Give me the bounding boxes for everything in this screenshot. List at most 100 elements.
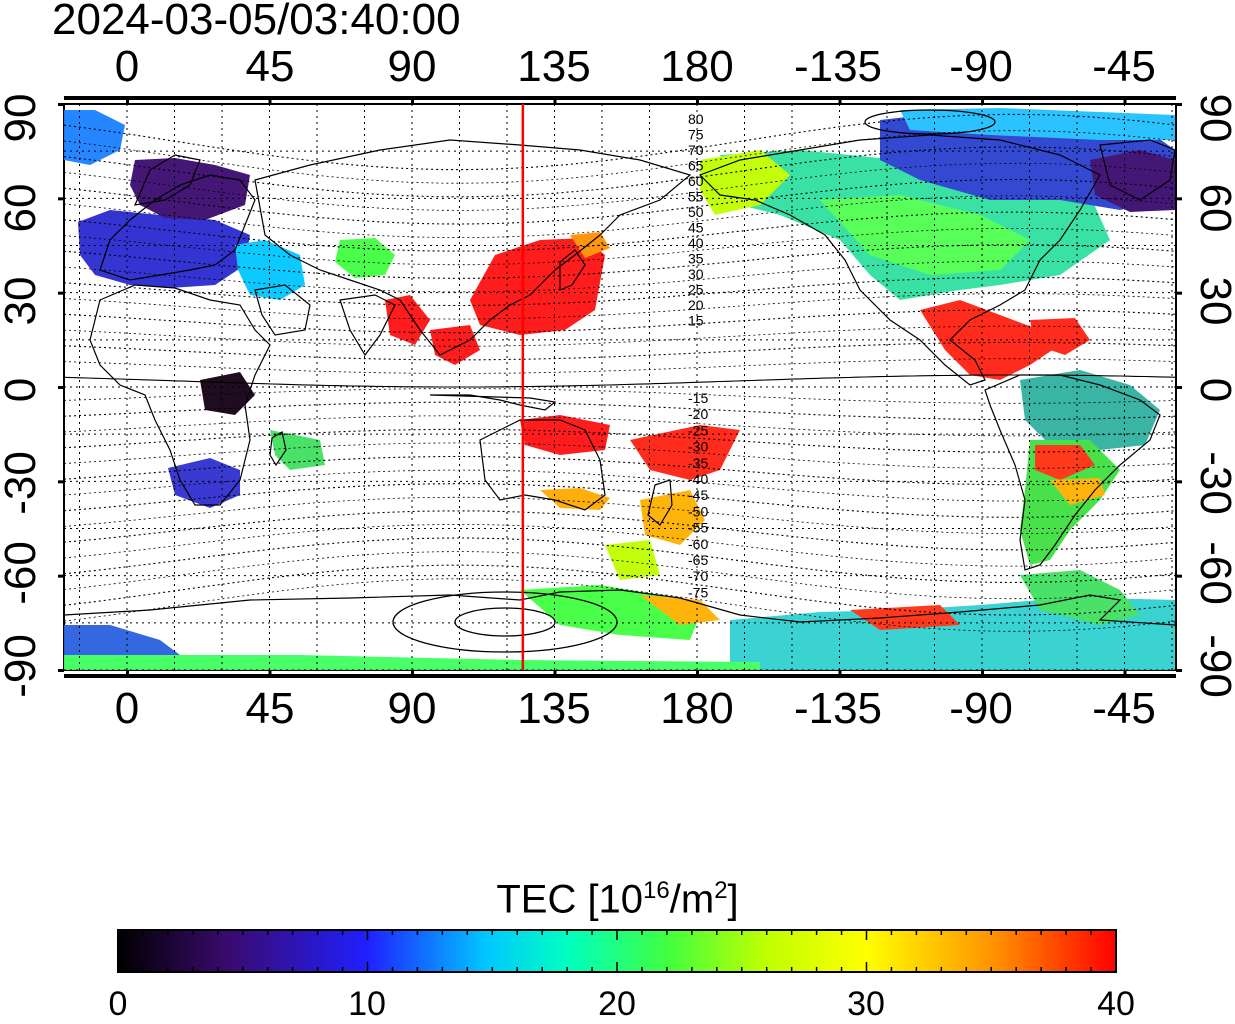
tec-patch-antarctica-ross-hot xyxy=(640,595,720,625)
coastline-australia xyxy=(479,419,606,511)
frame-tick-mark xyxy=(58,197,64,201)
magnetic-latitude-line xyxy=(64,358,1176,374)
frame-tick-mark xyxy=(1176,291,1182,295)
x-tick-top-45: 45 xyxy=(245,42,295,91)
magnetic-latitude-line xyxy=(64,551,1176,600)
magnetic-latitude-line xyxy=(64,415,1176,437)
contour-label-north: 70 xyxy=(688,142,704,158)
tec-patch-japan-ne xyxy=(570,232,610,258)
coastline-asia xyxy=(254,139,692,356)
colorbar-title: TEC [1016/m2] xyxy=(0,866,1235,924)
y-tick-left-0: 0 xyxy=(0,377,45,403)
colorbar-tick-20: 20 xyxy=(598,985,636,1023)
frame-border-bar xyxy=(64,674,1176,678)
y-tick-right-60: 60 xyxy=(1191,183,1235,233)
contour-label-north: 55 xyxy=(688,189,704,205)
magnetic-latitude-line xyxy=(64,260,1176,293)
y-tick-left-90: 90 xyxy=(0,93,45,143)
colorbar-tick-40: 40 xyxy=(1097,985,1135,1023)
tec-patch-sea xyxy=(430,325,480,365)
contour-label-south: -60 xyxy=(688,536,708,552)
frame-border-ticks xyxy=(58,96,1182,678)
frame-tick-mark xyxy=(58,103,64,106)
colorbar-tick-0: 0 xyxy=(108,985,128,1023)
frame-tick-mark xyxy=(553,98,557,104)
magnetic-latitude-line xyxy=(64,428,1176,453)
y-tick-right-m60: -60 xyxy=(1191,541,1235,605)
coastline-madagascar xyxy=(269,431,287,467)
contour-label-south: -65 xyxy=(688,552,708,568)
magnetic-latitude-line xyxy=(64,162,1176,211)
magnetic-latitude-line xyxy=(64,496,1176,534)
contour-label-south: -25 xyxy=(688,422,708,438)
y-tick-left-m30: -30 xyxy=(0,451,45,515)
frame-tick-mark xyxy=(696,98,699,104)
magnetic-latitude-line xyxy=(64,523,1176,567)
contour-label-north: 35 xyxy=(688,251,704,267)
x-tick-top-135: 135 xyxy=(517,42,591,91)
x-tick-top-m45: -45 xyxy=(1092,42,1156,91)
magnetic-latitude-line xyxy=(64,388,1176,404)
south-pole-contours xyxy=(392,109,996,653)
frame-tick-mark xyxy=(58,386,64,389)
contour-label-north: 15 xyxy=(688,313,704,329)
tec-patch-australia-n xyxy=(520,415,610,455)
magnetic-latitude-line xyxy=(64,244,1176,279)
frame-tick-mark xyxy=(1176,669,1182,672)
frame-tick-mark xyxy=(58,574,64,578)
tec-patch-scandinavia xyxy=(130,158,250,220)
frame-tick-mark xyxy=(58,669,64,672)
x-tick-bottom-0: 0 xyxy=(114,684,140,733)
colorbar-tick-30: 30 xyxy=(847,985,885,1023)
y-tick-left-30: 30 xyxy=(0,276,45,326)
frame-tick-mark xyxy=(1123,98,1127,104)
magnetic-latitude-line xyxy=(64,325,1176,347)
x-tick-bottom-90: 90 xyxy=(387,684,437,733)
magnetic-latitude-line xyxy=(64,469,1176,502)
tec-patch-caribbean xyxy=(1030,318,1090,355)
coastline-india xyxy=(339,294,396,357)
contour-label-north: 60 xyxy=(688,173,704,189)
frame-tick-mark xyxy=(1176,574,1182,578)
x-tick-bottom-45: 45 xyxy=(245,684,295,733)
colorbar-tick-10: 10 xyxy=(348,985,386,1023)
frame-tick-mark xyxy=(1176,197,1182,201)
tec-patch-antarctica-south-ocean xyxy=(850,605,960,630)
frame-tick-mark xyxy=(696,670,699,676)
magnetic-latitude-line xyxy=(64,195,1176,239)
frame-tick-mark xyxy=(838,98,842,104)
colorbar-title-suffix: ] xyxy=(727,877,739,922)
frame-tick-mark xyxy=(268,98,272,104)
contour-label-north: 40 xyxy=(688,235,704,251)
magnetic-latitude-contours xyxy=(64,113,1176,632)
y-tick-left-m90: -90 xyxy=(0,634,45,698)
map-timestamp-title: 2024-03-05/03:40:00 xyxy=(52,0,461,44)
x-tick-top-0: 0 xyxy=(114,42,140,91)
frame-tick-mark xyxy=(126,670,129,676)
frame-border-bar xyxy=(64,96,1176,100)
contour-label-north: 45 xyxy=(688,220,704,236)
tec-patch-central-asia xyxy=(335,238,395,278)
magnetic-latitude-line xyxy=(64,293,1176,320)
colorbar-ticks xyxy=(117,930,1117,972)
magnetic-latitude-line xyxy=(64,341,1176,361)
magnetic-latitude-line xyxy=(64,211,1176,252)
magnetic-latitude-line xyxy=(64,309,1176,334)
contour-label-south: -55 xyxy=(688,520,708,536)
magnetic-latitude-line xyxy=(64,276,1176,307)
frame-tick-mark xyxy=(411,670,414,676)
tec-patch-east-asia xyxy=(470,238,605,335)
magnetic-latitude-line xyxy=(64,442,1176,469)
x-tick-top-m90: -90 xyxy=(949,42,1013,91)
frame-tick-mark xyxy=(553,670,557,676)
frame-tick-mark xyxy=(268,670,272,676)
contour-label-north: 75 xyxy=(688,127,704,143)
contour-label-south: -70 xyxy=(688,568,708,584)
y-tick-right-m30: -30 xyxy=(1191,451,1235,515)
coastline-antarctica xyxy=(64,589,1176,626)
colorbar-title-exponent-2: 2 xyxy=(714,877,728,904)
magnetic-latitude-line xyxy=(64,510,1176,551)
coastline-north-america xyxy=(698,134,1101,386)
